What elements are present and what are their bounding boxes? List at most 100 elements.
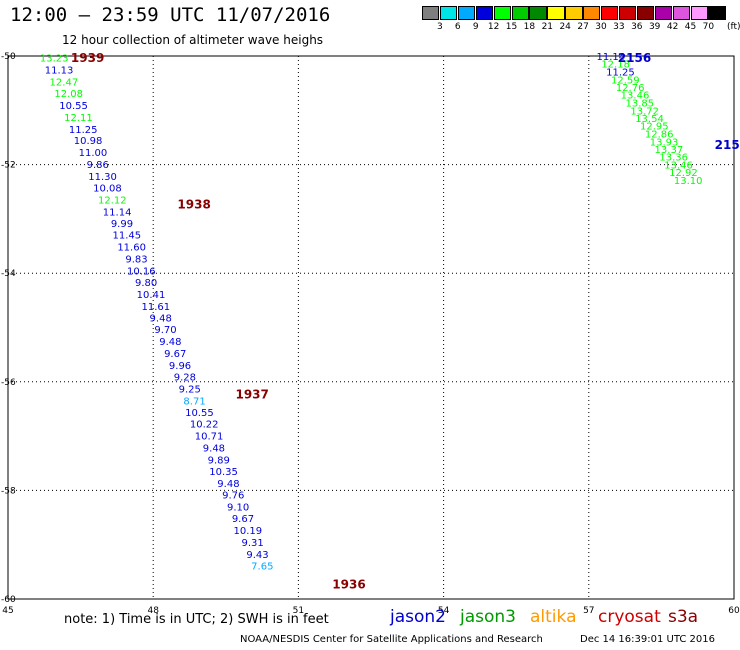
colorbar-label: 36 xyxy=(631,22,643,32)
credit-text: NOAA/NESDIS Center for Satellite Applica… xyxy=(240,634,543,645)
swh-point-label: 13.37 xyxy=(655,145,684,156)
colorbar-label: 70 xyxy=(702,22,715,32)
swh-point-label: 9.67 xyxy=(232,514,254,525)
swh-point-label: 9.28 xyxy=(174,372,196,383)
swh-point-label: 11.45 xyxy=(112,231,141,242)
swh-point-label: 9.48 xyxy=(150,314,172,325)
swh-point-label: 10.71 xyxy=(195,432,224,443)
colorbar-swatch xyxy=(672,6,690,20)
colorbar-swatch xyxy=(475,6,494,20)
pass-time-label: 1937 xyxy=(235,388,268,402)
y-tick-label: -56 xyxy=(1,378,16,388)
page-subtitle: 12 hour collection of altimeter wave hei… xyxy=(62,33,324,47)
swh-point-label: 12.47 xyxy=(50,78,79,89)
colorbar-swatch xyxy=(583,6,601,20)
swh-point-label: 10.55 xyxy=(59,101,88,112)
legend-satellite-jason3: jason3 xyxy=(460,607,516,627)
tick-layer: 45 48 51 54 57 60 -50 -52 -54 -56 -58 -60 xyxy=(1,52,740,616)
swh-point-label: 10.98 xyxy=(74,136,103,147)
swh-point-label: 9.70 xyxy=(154,325,176,336)
swh-point-label: 13.54 xyxy=(635,114,664,125)
swh-point-label: 9.48 xyxy=(203,444,225,455)
colorbar-swatch xyxy=(565,6,583,20)
colorbar-label: 33 xyxy=(613,22,625,32)
pass-time-label: 1936 xyxy=(332,578,365,592)
swh-point-label: 12.92 xyxy=(669,168,698,179)
legend-satellite-cryosat: cryosat xyxy=(598,607,661,627)
swh-point-label: 12.12 xyxy=(98,195,127,206)
swh-point-label: 9.89 xyxy=(208,455,230,466)
colorbar-label: 3 xyxy=(437,22,443,32)
colorbar-swatch xyxy=(618,6,637,20)
colorbar-label: 12 xyxy=(487,22,500,32)
swh-point-label: 9.31 xyxy=(242,538,264,549)
swh-point-label: 13.46 xyxy=(664,161,693,172)
y-tick-label: -54 xyxy=(1,269,16,279)
swh-point-label: 9.48 xyxy=(217,479,239,490)
swh-point-label: 10.19 xyxy=(233,526,262,537)
swh-point-label: 12.08 xyxy=(54,89,83,100)
pass-time-label: 1939 xyxy=(71,51,104,65)
footnote: note: 1) Time is in UTC; 2) SWH is in fe… xyxy=(64,612,329,627)
y-tick-label: -52 xyxy=(1,161,16,171)
swh-point-label: 13.85 xyxy=(626,99,655,110)
pass-time-label: 1938 xyxy=(177,198,210,212)
swh-point-label: 9.96 xyxy=(169,361,191,372)
swh-point-label: 9.99 xyxy=(111,219,133,230)
swh-point-label: 12.18 xyxy=(601,60,630,71)
y-tick-label: -50 xyxy=(1,52,16,62)
colorbar-label: 45 xyxy=(684,22,697,32)
colorbar-swatch xyxy=(529,6,547,20)
swh-point-layer: 13.2311.1312.4712.0810.5512.1111.2510.98… xyxy=(40,52,703,572)
page-title: 12:00 – 23:59 UTC 11/07/2016 xyxy=(10,4,331,26)
swh-point-label: 11.00 xyxy=(79,148,108,159)
swh-point-label: 10.22 xyxy=(190,420,219,431)
colorbar-swatch xyxy=(690,6,708,20)
x-tick-label: 48 xyxy=(147,606,159,616)
x-tick-label: 60 xyxy=(728,606,740,616)
swh-point-label: 10.08 xyxy=(93,183,122,194)
pass-time-label: 2157 xyxy=(715,138,740,152)
colorbar-label: 42 xyxy=(666,22,679,32)
colorbar-label: 27 xyxy=(577,22,589,32)
colorbar-swatch xyxy=(654,6,673,20)
pass-time-label: 2156 xyxy=(618,51,651,65)
x-tick-label: 54 xyxy=(438,606,450,616)
time-label-layer: 1939 1938 1937 1936 2156 2157 xyxy=(71,51,740,592)
swh-point-label: 12.95 xyxy=(640,122,669,133)
swh-point-label: 11.30 xyxy=(88,172,117,183)
swh-point-label: 13.93 xyxy=(650,137,679,148)
x-tick-label: 51 xyxy=(293,606,304,616)
swh-point-label: 9.43 xyxy=(246,550,268,561)
colorbar-swatch xyxy=(636,6,655,20)
colorbar-unit: (ft) xyxy=(727,22,740,32)
colorbar-swatch xyxy=(601,6,619,20)
swh-point-label: 7.65 xyxy=(251,561,273,572)
colorbar-label: 39 xyxy=(648,22,661,32)
swh-point-label: 12.86 xyxy=(645,130,674,141)
grid-layer xyxy=(7,55,735,600)
swh-point-label: 10.16 xyxy=(127,266,156,277)
colorbar-swatch xyxy=(708,6,726,20)
generated-timestamp: Dec 14 16:39:01 UTC 2016 xyxy=(580,634,715,645)
swh-point-label: 9.25 xyxy=(179,384,201,395)
swh-point-label: 11.14 xyxy=(596,52,625,63)
swh-point-label: 12.76 xyxy=(616,83,645,94)
colorbar-label: 30 xyxy=(595,22,607,32)
swh-point-label: 13.46 xyxy=(621,91,650,102)
plot-frame xyxy=(7,55,735,600)
swh-point-label: 11.13 xyxy=(45,66,74,77)
y-tick-label: -60 xyxy=(1,595,16,605)
swh-point-label: 10.55 xyxy=(185,408,214,419)
swh-point-label: 9.80 xyxy=(135,278,157,289)
legend-satellite-jason2: jason2 xyxy=(390,607,446,627)
colorbar-swatch xyxy=(422,6,440,20)
swh-point-label: 10.35 xyxy=(209,467,238,478)
colorbar-label: 18 xyxy=(523,22,536,32)
legend-satellite-s3a: s3a xyxy=(668,607,699,627)
x-tick-label: 57 xyxy=(583,606,594,616)
swh-point-label: 9.76 xyxy=(222,491,244,502)
swh-point-label: 9.83 xyxy=(125,255,147,266)
colorbar-swatch xyxy=(511,6,529,20)
